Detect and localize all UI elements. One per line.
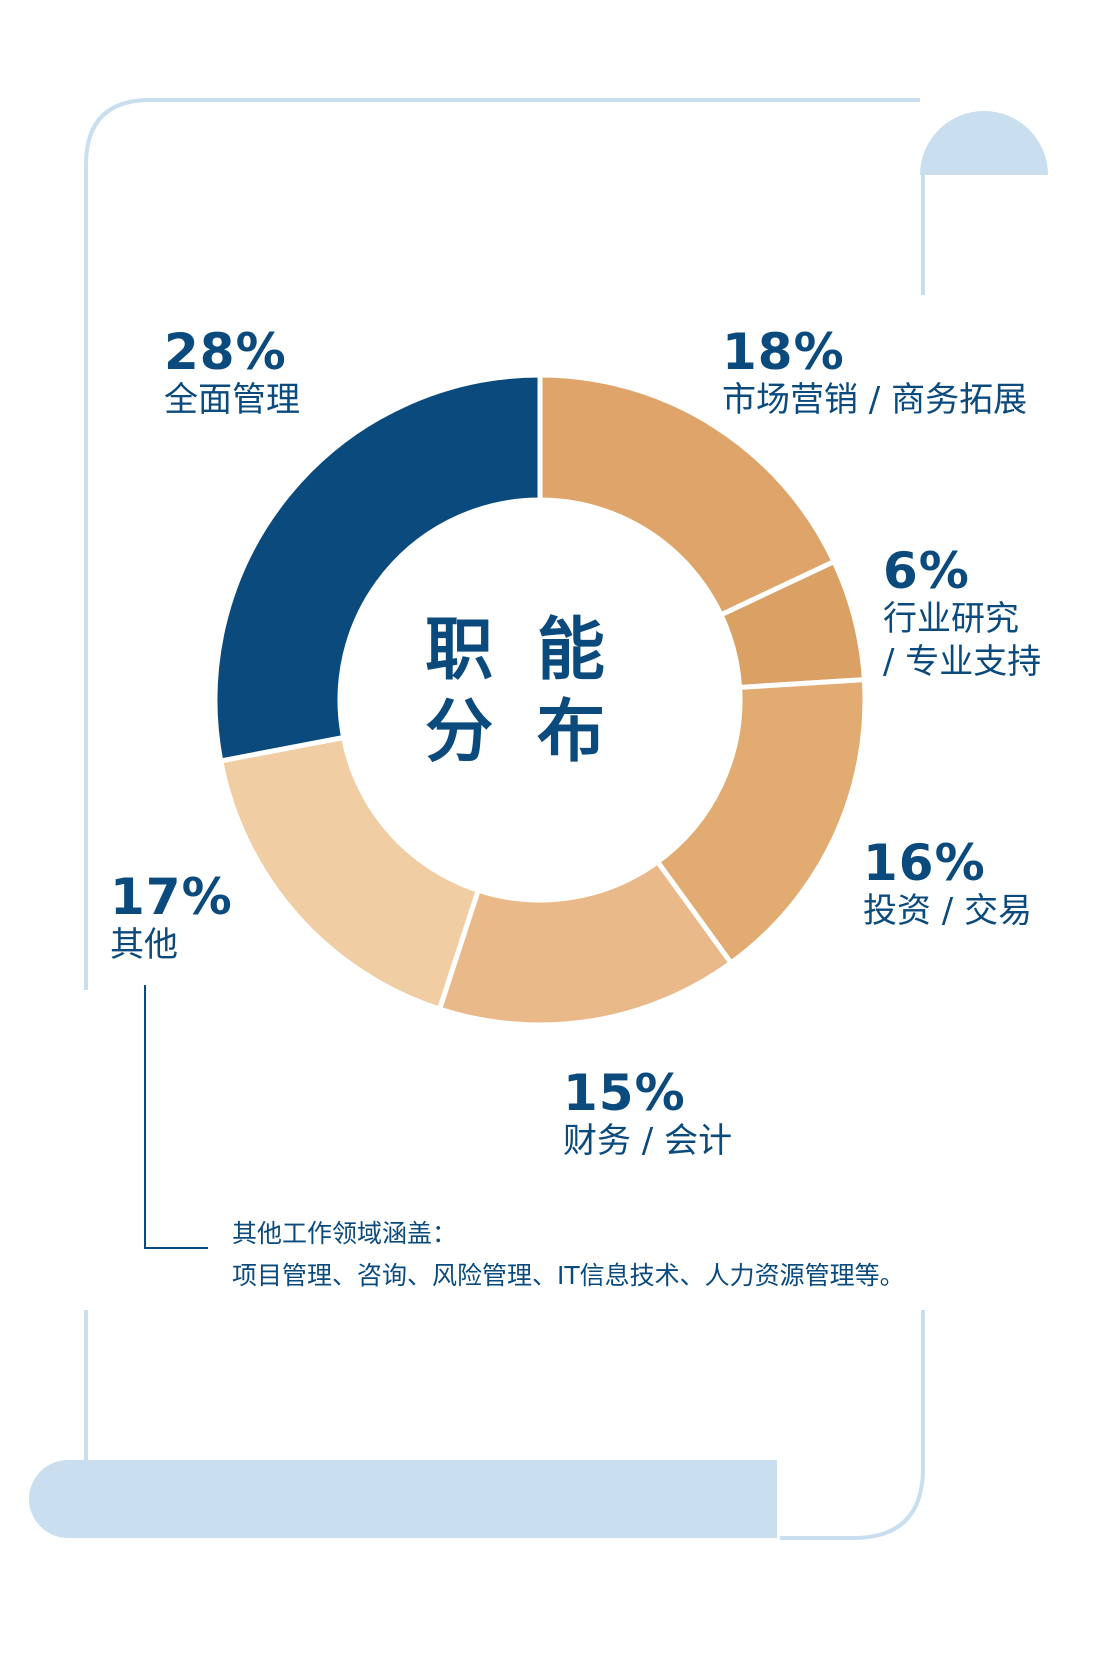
- label-finance-text: 财务 / 会计: [563, 1121, 733, 1161]
- other-note: 其他工作领域涵盖： 项目管理、咨询、风险管理、IT信息技术、人力资源管理等。: [232, 1213, 905, 1297]
- slice-mgmt: [212, 372, 543, 764]
- label-research-line2: / 专业支持: [883, 642, 1042, 682]
- label-invest-text: 投资 / 交易: [863, 891, 1033, 931]
- label-other-pct: 17%: [110, 868, 233, 926]
- label-mgmt-text: 全面管理: [164, 380, 300, 420]
- label-finance-pct: 15%: [563, 1064, 686, 1122]
- other-leader-line: [144, 985, 208, 1249]
- frame-outline-top: [84, 98, 920, 990]
- frame-bottom-roll: [29, 1460, 777, 1538]
- frame-top-roll: [920, 111, 1048, 175]
- label-research-pct: 6%: [883, 542, 970, 600]
- other-note-line2: 项目管理、咨询、风险管理、IT信息技术、人力资源管理等。: [232, 1261, 905, 1290]
- label-invest-pct: 16%: [863, 834, 986, 892]
- chart-title-line1: 职 能: [425, 611, 615, 690]
- label-research-line1: 行业研究: [883, 599, 1019, 639]
- slice-other: [217, 734, 482, 1013]
- other-note-line1: 其他工作领域涵盖：: [232, 1219, 458, 1248]
- label-mgmt-pct: 28%: [164, 323, 287, 381]
- frame-right-line-bottom: [780, 1310, 925, 1540]
- chart-title-line2: 分 布: [425, 693, 615, 772]
- slice-market: [537, 372, 838, 619]
- label-market-text: 市场营销 / 商务拓展: [722, 380, 1028, 420]
- chart-title: 职 能 分 布: [400, 610, 640, 774]
- label-market-pct: 18%: [722, 323, 845, 381]
- donut-slices: [212, 372, 868, 1028]
- label-other-text: 其他: [110, 925, 178, 965]
- slice-finance: [436, 858, 735, 1028]
